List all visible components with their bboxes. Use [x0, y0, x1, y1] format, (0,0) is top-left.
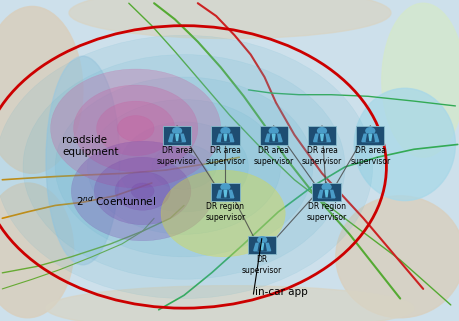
Text: DR area
supervisor: DR area supervisor: [205, 146, 245, 166]
Polygon shape: [224, 134, 226, 141]
Polygon shape: [217, 190, 233, 198]
Circle shape: [50, 69, 220, 188]
Circle shape: [220, 128, 230, 134]
Polygon shape: [221, 190, 229, 198]
Polygon shape: [318, 190, 334, 198]
Polygon shape: [168, 134, 185, 142]
Polygon shape: [221, 134, 229, 142]
Circle shape: [55, 77, 312, 257]
Circle shape: [161, 170, 285, 257]
Text: roadside
equipment: roadside equipment: [62, 135, 118, 157]
Polygon shape: [325, 190, 327, 197]
Polygon shape: [317, 134, 325, 142]
Circle shape: [115, 172, 170, 210]
Circle shape: [119, 122, 248, 212]
Polygon shape: [313, 134, 330, 142]
Circle shape: [23, 55, 344, 279]
Ellipse shape: [46, 56, 119, 265]
Polygon shape: [320, 134, 323, 141]
Polygon shape: [257, 243, 266, 251]
Polygon shape: [217, 134, 233, 142]
Circle shape: [71, 141, 213, 241]
Polygon shape: [322, 190, 330, 198]
Text: DR area
supervisor: DR area supervisor: [157, 146, 197, 166]
Text: DR area
supervisor: DR area supervisor: [253, 146, 293, 166]
Ellipse shape: [381, 3, 459, 157]
Polygon shape: [173, 134, 181, 142]
Text: DR region
supervisor: DR region supervisor: [306, 202, 346, 222]
FancyBboxPatch shape: [355, 126, 384, 144]
Text: DR area
supervisor: DR area supervisor: [301, 146, 341, 166]
FancyBboxPatch shape: [162, 126, 191, 144]
Circle shape: [365, 128, 374, 134]
Text: DR area
supervisor: DR area supervisor: [349, 146, 390, 166]
FancyBboxPatch shape: [307, 126, 336, 144]
Text: DR region
supervisor: DR region supervisor: [205, 202, 245, 222]
Text: 2$^{nd}$ Coentunnel: 2$^{nd}$ Coentunnel: [76, 194, 156, 207]
Circle shape: [172, 128, 181, 134]
FancyBboxPatch shape: [259, 126, 287, 144]
Polygon shape: [365, 134, 374, 142]
FancyBboxPatch shape: [211, 126, 239, 144]
Circle shape: [317, 128, 326, 134]
Circle shape: [87, 100, 280, 234]
Circle shape: [151, 144, 216, 189]
Circle shape: [257, 237, 266, 243]
Text: in-car app: in-car app: [255, 287, 308, 297]
Circle shape: [0, 35, 372, 299]
Circle shape: [96, 101, 174, 156]
Circle shape: [321, 184, 330, 190]
Ellipse shape: [46, 286, 413, 321]
Ellipse shape: [0, 183, 73, 318]
Ellipse shape: [353, 88, 454, 201]
Circle shape: [269, 128, 278, 134]
Circle shape: [220, 184, 230, 190]
FancyBboxPatch shape: [211, 183, 239, 201]
Polygon shape: [224, 190, 226, 197]
Polygon shape: [253, 243, 270, 251]
Circle shape: [94, 157, 190, 225]
Polygon shape: [260, 243, 263, 250]
Polygon shape: [272, 134, 274, 141]
Text: DR
supervisor: DR supervisor: [241, 255, 282, 275]
FancyBboxPatch shape: [312, 183, 340, 201]
Circle shape: [131, 183, 154, 199]
Polygon shape: [361, 134, 378, 142]
Ellipse shape: [69, 0, 390, 39]
Circle shape: [73, 85, 197, 172]
Polygon shape: [368, 134, 371, 141]
Circle shape: [117, 116, 154, 141]
Polygon shape: [269, 134, 277, 142]
Ellipse shape: [335, 196, 459, 318]
Polygon shape: [175, 134, 178, 141]
FancyBboxPatch shape: [247, 236, 276, 254]
Polygon shape: [265, 134, 281, 142]
Ellipse shape: [0, 6, 83, 173]
